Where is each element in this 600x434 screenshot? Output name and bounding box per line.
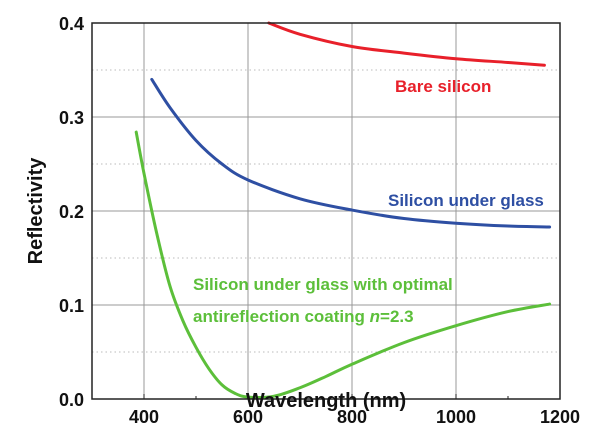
- y-axis-label: Reflectivity: [25, 157, 47, 265]
- plot-frame: [91, 22, 561, 400]
- y-tick-label: 0.3: [59, 108, 84, 128]
- axis-ticks: 400 600 800 1000 1200 0.0 0.1 0.2 0.3 0.4: [59, 14, 580, 427]
- x-tick-label: 400: [129, 407, 159, 427]
- y-tick-label: 0.0: [59, 390, 84, 410]
- x-tick-label: 800: [337, 407, 367, 427]
- y-tick-label: 0.1: [59, 296, 84, 316]
- x-tick-label: 1000: [436, 407, 476, 427]
- annotation-arc-n: n: [370, 307, 380, 326]
- series-line-2: [134, 130, 552, 399]
- annotation-arc-value: =2.3: [380, 307, 414, 326]
- x-tick-label: 600: [233, 407, 263, 427]
- x-axis-label: Wavelength (nm): [246, 390, 406, 412]
- y-tick-label: 0.2: [59, 202, 84, 222]
- x-tick-label: 1200: [540, 407, 580, 427]
- y-tick-label: 0.4: [59, 14, 84, 34]
- annotation-arc-line1: Silicon under glass with optimal: [193, 275, 453, 294]
- annotation-silicon-under-glass: Silicon under glass: [388, 191, 544, 210]
- annotation-bare-silicon: Bare silicon: [395, 77, 491, 96]
- series-lines: [134, 21, 552, 399]
- series-line-0: [267, 21, 546, 67]
- annotation-arc-text: antireflection coating: [193, 307, 370, 326]
- series-line-1: [150, 77, 552, 229]
- annotation-arc-line2: antireflection coating n=2.3: [193, 307, 414, 326]
